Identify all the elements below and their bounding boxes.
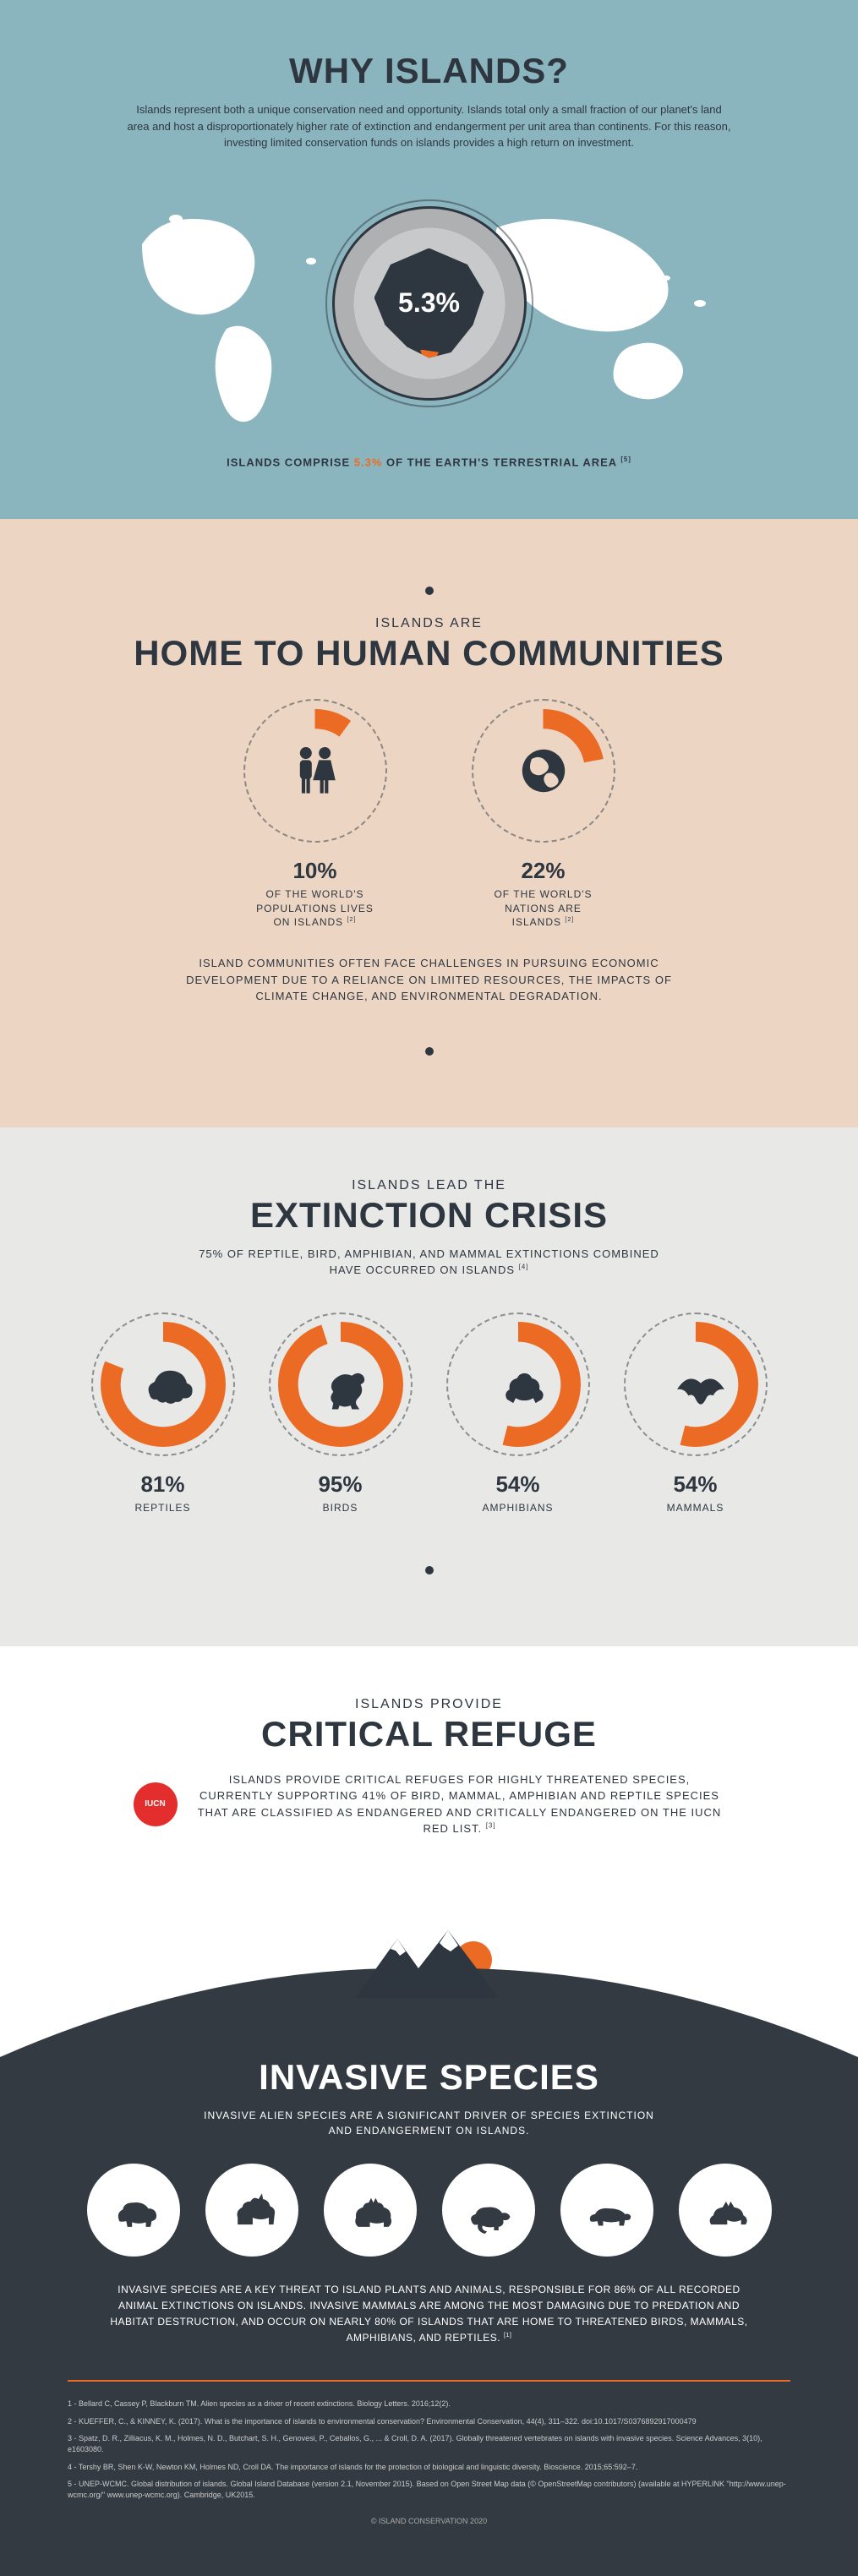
stat-value: 95% — [318, 1471, 362, 1498]
copyright-line: © ISLAND CONSERVATION 2020 — [68, 2517, 790, 2525]
title-invasive: INVASIVE SPECIES — [68, 2057, 790, 2098]
people-icon — [286, 741, 345, 800]
goat-icon — [224, 2182, 279, 2237]
stat-value: 54% — [673, 1471, 717, 1498]
stat-population: 10% OF THE WORLD'SPOPULATIONS LIVESON IS… — [243, 699, 387, 930]
reference-line: 3 - Spatz, D. R., Zilliacus, K. M., Holm… — [68, 2433, 790, 2454]
invasive-fox — [679, 2164, 772, 2257]
pie-nations — [472, 699, 615, 843]
invasive-pig — [87, 2164, 180, 2257]
invasive-intro: INVASIVE ALIEN SPECIES ARE A SIGNIFICANT… — [193, 2108, 666, 2138]
title-why-islands: WHY ISLANDS? — [68, 51, 790, 91]
eyebrow: ISLANDS LEAD THE — [68, 1178, 790, 1193]
section2-body: ISLAND COMMUNITIES OFTEN FACE CHALLENGES… — [159, 955, 700, 1005]
globe-icon — [514, 741, 573, 800]
extinction-stat-dodo: 95% BIRDS — [269, 1313, 413, 1515]
frog-icon — [489, 1355, 548, 1414]
section-invasive-species: INVASIVE SPECIES INVASIVE ALIEN SPECIES … — [0, 2057, 858, 2576]
invasive-body: INVASIVE SPECIES ARE A KEY THREAT TO ISL… — [108, 2282, 751, 2347]
refuge-row: IUCN ISLANDS PROVIDE CRITICAL REFUGES FO… — [134, 1771, 725, 1837]
pie-frog — [446, 1313, 590, 1456]
rat-icon — [461, 2182, 516, 2237]
pig-icon — [106, 2182, 161, 2237]
refuge-body: ISLANDS PROVIDE CRITICAL REFUGES FOR HIG… — [194, 1771, 725, 1837]
references-block: 1 - Bellard C, Cassey P, Blackburn TM. A… — [68, 2380, 790, 2500]
title-human-communities: HOME TO HUMAN COMMUNITIES — [68, 633, 790, 674]
eyebrow: ISLANDS PROVIDE — [68, 1697, 790, 1712]
extinction-stat-turtle: 81% REPTILES — [91, 1313, 235, 1515]
globe-graphic: 5.3% — [332, 206, 527, 401]
invasive-animals-row — [68, 2164, 790, 2257]
title-refuge: CRITICAL REFUGE — [68, 1714, 790, 1755]
section1-caption: ISLANDS COMPRISE 5.3% OF THE EARTH'S TER… — [68, 456, 790, 468]
caption-accent: 5.3% — [354, 456, 383, 468]
reference-line: 5 - UNEP-WCMC. Global distribution of is… — [68, 2479, 790, 2500]
pie-dodo — [269, 1313, 413, 1456]
divider-dot — [425, 587, 434, 595]
stat-label: REPTILES — [134, 1501, 190, 1515]
caption-pre: ISLANDS COMPRISE — [227, 456, 354, 468]
eyebrow: ISLANDS ARE — [68, 616, 790, 631]
stat-label: AMPHIBIANS — [482, 1501, 553, 1515]
invasive-mongoose — [560, 2164, 653, 2257]
divider-dot — [425, 1566, 434, 1575]
bat-icon — [666, 1355, 725, 1414]
invasive-rat — [442, 2164, 535, 2257]
section-why-islands: WHY ISLANDS? Islands represent both a un… — [0, 0, 858, 519]
stat-value: 81% — [140, 1471, 184, 1498]
caption-post: OF THE EARTH'S TERRESTRIAL AREA — [382, 456, 620, 468]
stat-nations: 22% OF THE WORLD'SNATIONS AREISLANDS [2] — [472, 699, 615, 930]
pie-bat — [624, 1313, 768, 1456]
extinction-stat-frog: 54% AMPHIBIANS — [446, 1313, 590, 1515]
stat-label: BIRDS — [323, 1501, 358, 1515]
iucn-badge-icon: IUCN — [134, 1782, 178, 1826]
stat-label: OF THE WORLD'SNATIONS AREISLANDS [2] — [494, 887, 592, 930]
mongoose-icon — [579, 2182, 634, 2237]
title-extinction: EXTINCTION CRISIS — [68, 1195, 790, 1236]
fox-icon — [697, 2182, 752, 2237]
stat-value: 54% — [495, 1471, 539, 1498]
world-map-graphic: 5.3% — [91, 177, 768, 430]
stat-value: 10% — [292, 858, 336, 884]
section-human-communities: ISLANDS ARE HOME TO HUMAN COMMUNITIES 10… — [0, 519, 858, 1127]
pie-population — [243, 699, 387, 843]
dodo-icon — [311, 1355, 370, 1414]
stat-label: OF THE WORLD'SPOPULATIONS LIVESON ISLAND… — [256, 887, 374, 930]
mountain-divider — [0, 1922, 858, 2057]
stats-pair: 10% OF THE WORLD'SPOPULATIONS LIVESON IS… — [68, 699, 790, 930]
reference-line: 4 - Tershy BR, Shen K-W, Newton KM, Holm… — [68, 2462, 790, 2473]
stat-label: MAMMALS — [667, 1501, 724, 1515]
section-extinction-crisis: ISLANDS LEAD THE EXTINCTION CRISIS 75% O… — [0, 1127, 858, 1646]
section-critical-refuge: ISLANDS PROVIDE CRITICAL REFUGE IUCN ISL… — [0, 1646, 858, 1922]
globe-island-shape: 5.3% — [374, 248, 484, 358]
divider-dot — [425, 1047, 434, 1056]
invasive-cat — [324, 2164, 417, 2257]
globe-percent-label: 5.3% — [398, 287, 460, 319]
extinction-stats-row: 81% REPTILES 95% BIRDS — [68, 1313, 790, 1515]
extinction-stat-bat: 54% MAMMALS — [624, 1313, 768, 1515]
reference-line: 1 - Bellard C, Cassey P, Blackburn TM. A… — [68, 2399, 790, 2410]
caption-ref: [5] — [620, 456, 631, 463]
turtle-icon — [134, 1355, 193, 1414]
stat-value: 22% — [521, 858, 565, 884]
intro-text: Islands represent both a unique conserva… — [125, 101, 734, 151]
invasive-goat — [205, 2164, 298, 2257]
cat-icon — [342, 2182, 397, 2237]
section3-subtitle: 75% OF REPTILE, BIRD, AMPHIBIAN, AND MAM… — [159, 1246, 700, 1279]
reference-line: 2 - KUEFFER, C., & KINNEY, K. (2017). Wh… — [68, 2416, 790, 2427]
pie-turtle — [91, 1313, 235, 1456]
